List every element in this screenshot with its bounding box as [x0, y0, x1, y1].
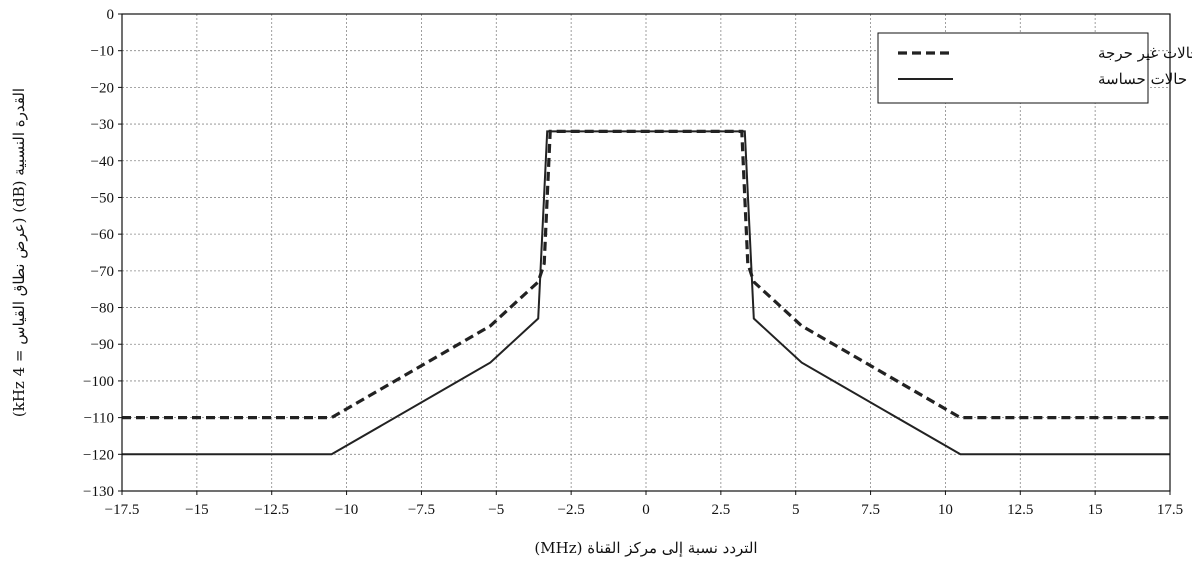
- y-tick-label: 0: [107, 7, 115, 23]
- y-tick-label: −130: [83, 484, 114, 500]
- series-layer: [122, 129, 1170, 456]
- legend: حالات غير حرجة حالات حساسة: [877, 32, 1192, 104]
- y-tick-label: −110: [84, 411, 114, 427]
- tick-labels: −17.5 −15 −12.5 −10 −7.5 −5 −2.5 0 2.5 5 7.5 10 12.5…: [83, 7, 1183, 518]
- legend-label-non-critical: حالات غير حرجة: [1098, 44, 1192, 62]
- y-tick-label: −120: [83, 447, 114, 463]
- y-tick-label: −80: [91, 301, 114, 317]
- x-tick-label: 0: [642, 502, 650, 518]
- legend-label-sensitive: حالات حساسة: [1098, 70, 1187, 88]
- x-tick-label: 5: [792, 502, 800, 518]
- x-tick-label: 12.5: [1007, 502, 1033, 518]
- y-tick-label: −10: [91, 44, 114, 60]
- y-tick-label: −40: [91, 154, 114, 170]
- y-tick-label: −20: [91, 80, 114, 96]
- x-tick-label: −7.5: [408, 502, 435, 518]
- x-tick-label: −10: [335, 502, 358, 518]
- y-tick-label: −60: [91, 227, 114, 243]
- x-tick-label: −12.5: [254, 502, 289, 518]
- y-tick-label: −90: [91, 337, 114, 353]
- y-tick-label: −50: [91, 190, 114, 206]
- y-tick-label: −30: [91, 117, 114, 133]
- x-tick-label: −2.5: [558, 502, 585, 518]
- series-line-sensitive: [122, 130, 1170, 456]
- x-tick-label: 2.5: [711, 502, 730, 518]
- x-tick-label: 15: [1088, 502, 1103, 518]
- x-tick-label: 7.5: [861, 502, 880, 518]
- y-axis-label: القدرة النسبية (dB) (عرض نطاق القياس = 4…: [10, 88, 28, 417]
- x-axis-label: التردد نسبة إلى مركز القناة (MHz): [534, 539, 757, 557]
- x-tick-label: −17.5: [105, 502, 140, 518]
- y-tick-label: −100: [83, 374, 114, 390]
- x-tick-label: 17.5: [1157, 502, 1183, 518]
- y-tick-label: −70: [91, 264, 114, 280]
- x-tick-label: 10: [938, 502, 953, 518]
- legend-box: [877, 32, 1149, 104]
- x-tick-label: −15: [185, 502, 208, 518]
- x-tick-label: −5: [488, 502, 504, 518]
